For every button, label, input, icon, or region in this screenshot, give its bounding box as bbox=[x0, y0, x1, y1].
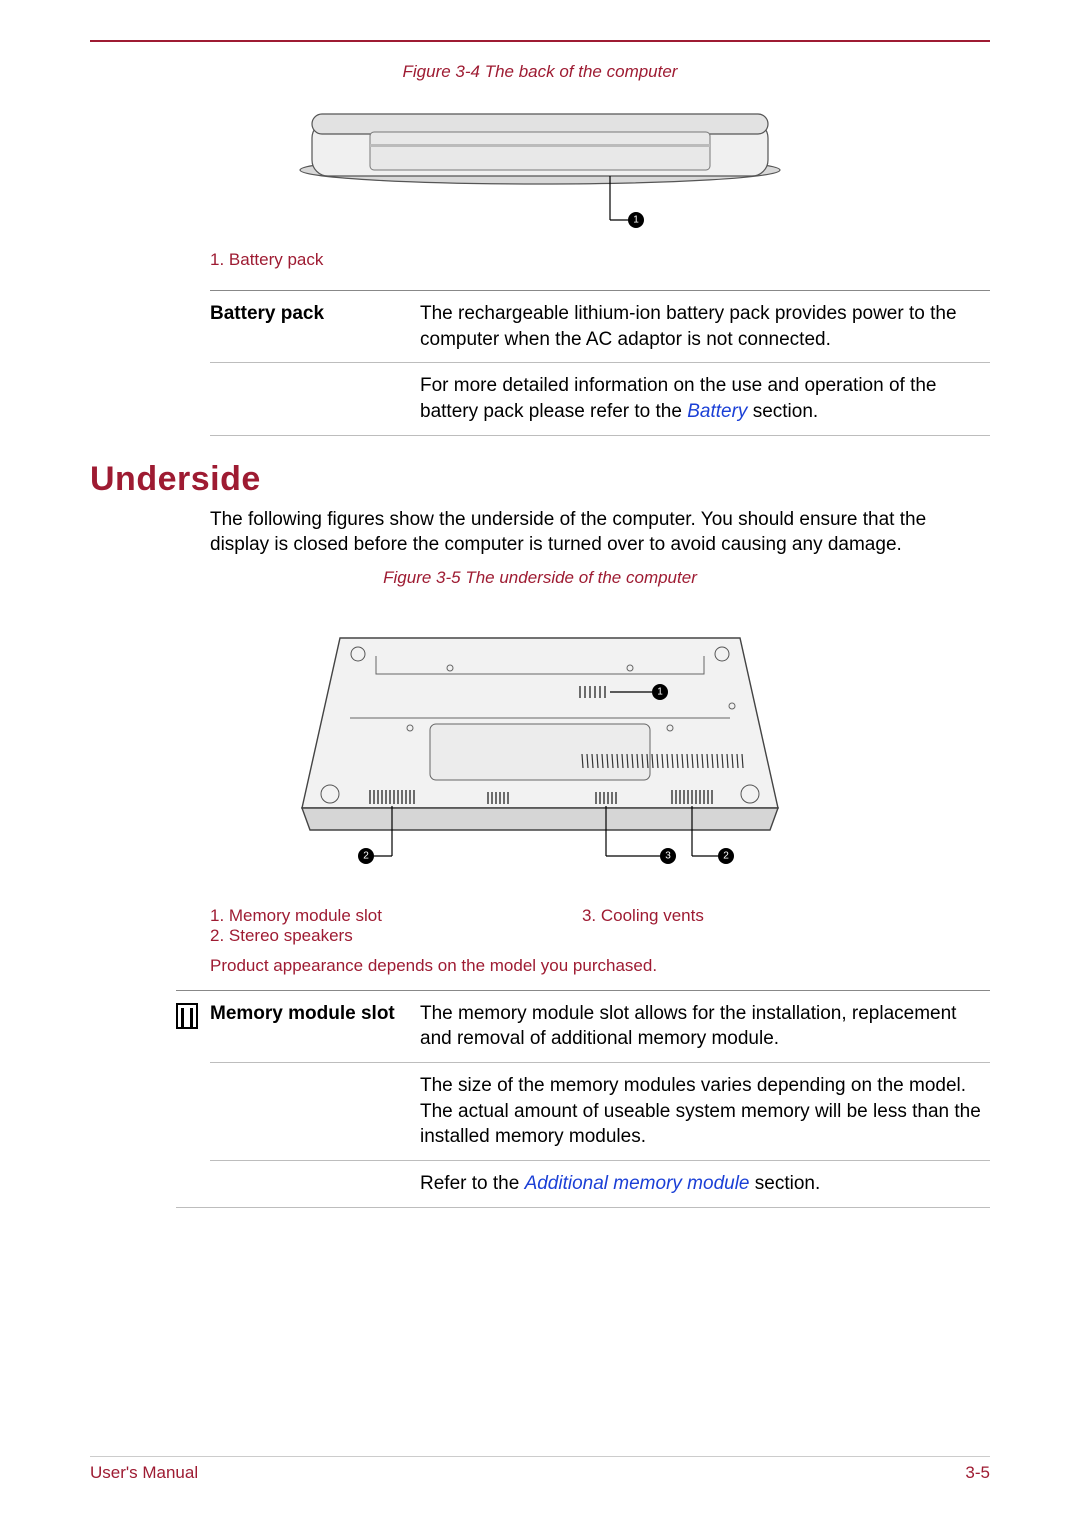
additional-memory-link[interactable]: Additional memory module bbox=[525, 1173, 750, 1194]
svg-text:2: 2 bbox=[723, 850, 729, 861]
top-rule bbox=[90, 40, 990, 42]
battery-desc-1: The rechargeable lithium-ion battery pac… bbox=[420, 291, 990, 363]
legend-left-2: 2. Stereo speakers bbox=[210, 926, 382, 946]
section-heading: Underside bbox=[90, 460, 990, 499]
legend-left-1: 1. Memory module slot bbox=[210, 906, 382, 926]
battery-desc-2: For more detailed information on the use… bbox=[420, 363, 990, 435]
figure2-caption: Figure 3-5 The underside of the computer bbox=[90, 568, 990, 588]
battery-term: Battery pack bbox=[210, 291, 420, 363]
memory-term: Memory module slot bbox=[210, 990, 420, 1062]
legend-right-1: 3. Cooling vents bbox=[582, 906, 704, 926]
page-footer: User's Manual 3-5 bbox=[90, 1456, 990, 1483]
svg-text:3: 3 bbox=[665, 850, 671, 861]
memory-desc-1: The memory module slot allows for the in… bbox=[420, 990, 990, 1062]
figure2-legend: 1. Memory module slot 2. Stereo speakers… bbox=[210, 906, 990, 946]
figure1-image: 1 bbox=[90, 92, 990, 242]
figure1-caption: Figure 3-4 The back of the computer bbox=[90, 62, 990, 82]
memory-module-icon bbox=[176, 1003, 198, 1029]
figure2-image: 1 2 3 2 bbox=[90, 598, 990, 898]
svg-text:2: 2 bbox=[363, 850, 369, 861]
battery-link[interactable]: Battery bbox=[687, 401, 747, 422]
memory-desc-2: The size of the memory modules varies de… bbox=[420, 1063, 990, 1161]
footer-left: User's Manual bbox=[90, 1463, 198, 1483]
figure2-note: Product appearance depends on the model … bbox=[210, 956, 990, 976]
svg-text:1: 1 bbox=[657, 686, 663, 697]
memory-desc-3: Refer to the Additional memory module se… bbox=[420, 1161, 990, 1208]
memory-icon-cell bbox=[176, 990, 210, 1207]
battery-definition-table: Battery pack The rechargeable lithium-io… bbox=[210, 290, 990, 436]
memory-definition-table: Memory module slot The memory module slo… bbox=[176, 990, 990, 1208]
section-intro: The following figures show the underside… bbox=[210, 507, 990, 558]
figure1-legend: 1. Battery pack bbox=[210, 250, 990, 270]
footer-right: 3-5 bbox=[965, 1463, 990, 1483]
svg-text:1: 1 bbox=[633, 215, 639, 226]
